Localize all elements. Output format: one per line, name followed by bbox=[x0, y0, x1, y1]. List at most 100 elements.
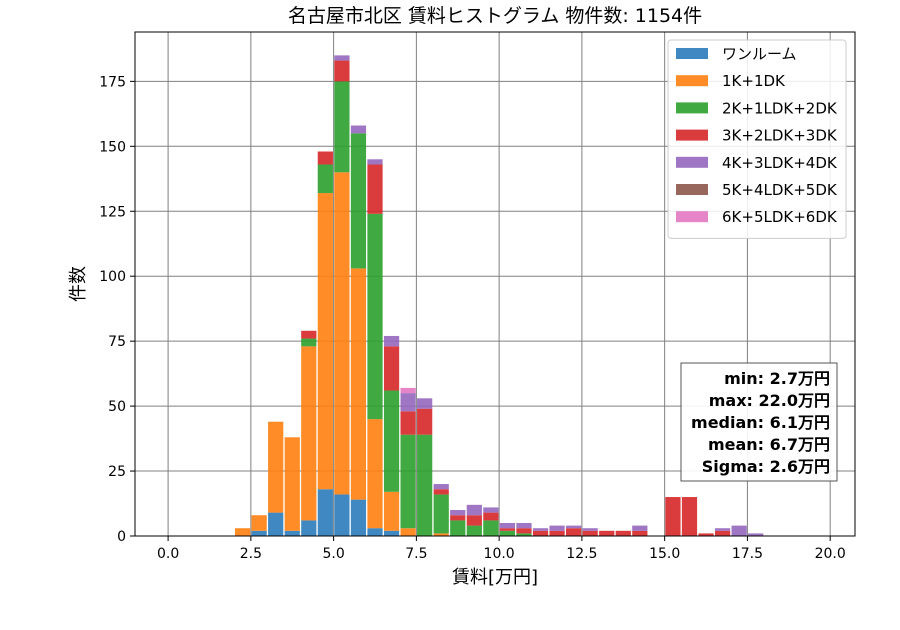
bar-segment-series-2 bbox=[383, 390, 400, 492]
bar-segment-series-4 bbox=[367, 159, 383, 165]
bar-segment-series-4 bbox=[499, 523, 516, 529]
bar-segment-series-2 bbox=[317, 164, 333, 194]
y-tick-label: 75 bbox=[108, 334, 126, 350]
y-axis-label: 件数 bbox=[68, 266, 89, 302]
bar-segment-series-3 bbox=[632, 530, 648, 536]
bar-segment-series-2 bbox=[350, 133, 367, 269]
bar-segment-series-1 bbox=[350, 268, 367, 500]
bar-segment-series-2 bbox=[433, 494, 449, 534]
stats-max: max: 22.0万円 bbox=[709, 391, 830, 410]
bar-segment-series-1 bbox=[268, 421, 284, 513]
bar-segment-series-0 bbox=[317, 489, 333, 536]
x-tick-label: 0.0 bbox=[157, 546, 179, 562]
bar-segment-series-2 bbox=[301, 338, 317, 347]
legend-swatch bbox=[676, 48, 708, 59]
bar-segment-series-4 bbox=[632, 525, 648, 531]
x-axis-label: 賃料[万円] bbox=[452, 567, 538, 588]
legend-label: 6K+5LDK+6DK bbox=[722, 208, 838, 226]
bar-segment-series-2 bbox=[417, 434, 433, 536]
x-tick-label: 7.5 bbox=[405, 546, 427, 562]
bar-segment-series-4 bbox=[400, 393, 416, 412]
bar-segment-series-3 bbox=[466, 515, 482, 526]
legend-swatch bbox=[676, 75, 708, 87]
stats-mean: mean: 6.7万円 bbox=[708, 435, 830, 454]
bar-segment-series-2 bbox=[367, 213, 383, 420]
x-tick-label: 15.0 bbox=[649, 546, 680, 562]
bar-segment-series-0 bbox=[334, 494, 350, 536]
legend-label: 2K+1LDK+2DK bbox=[722, 99, 838, 117]
legend-swatch bbox=[676, 156, 708, 168]
bar-segment-series-6 bbox=[400, 387, 416, 394]
legend-label: 1K+1DK bbox=[722, 72, 786, 90]
bar-segment-series-4 bbox=[334, 55, 350, 61]
legend-frame bbox=[667, 39, 847, 239]
bar-segment-series-1 bbox=[367, 419, 383, 529]
bar-segment-series-3 bbox=[301, 330, 317, 339]
x-tick-label: 12.5 bbox=[566, 546, 597, 562]
bar-segment-series-0 bbox=[284, 530, 300, 536]
bar-segment-series-4 bbox=[417, 398, 433, 409]
y-tick-label: 175 bbox=[99, 74, 126, 90]
legend: ワンルーム 1K+1DK 2K+1LDK+2DK 3K+2LDK+3DK 4K+3LDK… bbox=[667, 39, 847, 239]
bar-segment-series-1 bbox=[400, 528, 416, 536]
legend-label: 3K+2LDK+3DK bbox=[722, 127, 838, 145]
bar-segment-series-2 bbox=[400, 434, 416, 529]
bar-segment-series-4 bbox=[549, 525, 565, 531]
bar-segment-series-1 bbox=[284, 437, 300, 531]
legend-swatch bbox=[676, 102, 708, 114]
bar-segment-series-4 bbox=[466, 504, 482, 516]
y-tick-label: 25 bbox=[108, 464, 126, 480]
bar-segment-series-3 bbox=[450, 515, 466, 521]
bar-segment-series-3 bbox=[334, 60, 350, 82]
y-tick-label: 125 bbox=[99, 204, 126, 220]
bar-segment-series-3 bbox=[499, 528, 516, 531]
bar-segment-series-4 bbox=[383, 335, 400, 347]
bar-segment-series-2 bbox=[483, 520, 499, 536]
bar-segment-series-2 bbox=[466, 525, 482, 536]
legend-swatch bbox=[676, 211, 708, 223]
legend-label: ワンルーム bbox=[722, 45, 797, 63]
x-tick-label: 17.5 bbox=[732, 546, 763, 562]
bar-segment-series-2 bbox=[334, 81, 350, 173]
bar-segment-series-3 bbox=[714, 530, 731, 536]
bar-segment-series-4 bbox=[714, 528, 731, 531]
bar-segment-series-0 bbox=[301, 520, 317, 536]
bar-segment-series-1 bbox=[234, 528, 251, 536]
bar-segment-series-3 bbox=[367, 164, 383, 214]
bar-segment-series-0 bbox=[350, 499, 367, 536]
bar-segment-series-4 bbox=[350, 125, 367, 134]
x-tick-label: 20.0 bbox=[815, 546, 846, 562]
plot-frame bbox=[134, 31, 856, 537]
stats-sigma: Sigma: 2.6万円 bbox=[702, 457, 830, 476]
bar-segment-series-3 bbox=[516, 528, 532, 534]
bar-segment-series-4 bbox=[516, 523, 532, 529]
bar-segment-series-4 bbox=[731, 525, 747, 536]
legend-swatch bbox=[676, 129, 708, 141]
y-ticks: 0 25 50 75 100 125 150 175 bbox=[99, 74, 135, 545]
bar-segment-series-1 bbox=[301, 346, 317, 521]
bar-segment-series-0 bbox=[383, 530, 400, 536]
x-tick-label: 2.5 bbox=[240, 546, 262, 562]
bar-segment-series-3 bbox=[532, 530, 549, 536]
y-tick-label: 0 bbox=[117, 529, 126, 545]
stats-box-frame bbox=[680, 362, 838, 482]
y-tick-label: 50 bbox=[108, 399, 126, 415]
bar-segment-series-4 bbox=[566, 525, 582, 529]
bar-segment-series-2 bbox=[499, 530, 516, 536]
stats-median: median: 6.1万円 bbox=[691, 413, 830, 432]
x-tick-label: 10.0 bbox=[484, 546, 515, 562]
bar-segment-series-3 bbox=[681, 497, 698, 536]
bar-segment-series-3 bbox=[582, 530, 598, 536]
bar-segment-series-3 bbox=[698, 533, 714, 536]
stats-min: min: 2.7万円 bbox=[724, 369, 830, 388]
bar-segment-series-4 bbox=[433, 484, 449, 490]
bar-segment-series-3 bbox=[433, 489, 449, 495]
bar-segment-series-3 bbox=[383, 346, 400, 391]
bar-segment-series-0 bbox=[367, 528, 383, 536]
bar-segment-series-3 bbox=[400, 411, 416, 435]
y-tick-label: 150 bbox=[99, 139, 126, 155]
bar-segment-series-4 bbox=[748, 533, 764, 536]
bar-segment-series-3 bbox=[549, 530, 565, 536]
bar-segment-series-4 bbox=[582, 528, 598, 531]
